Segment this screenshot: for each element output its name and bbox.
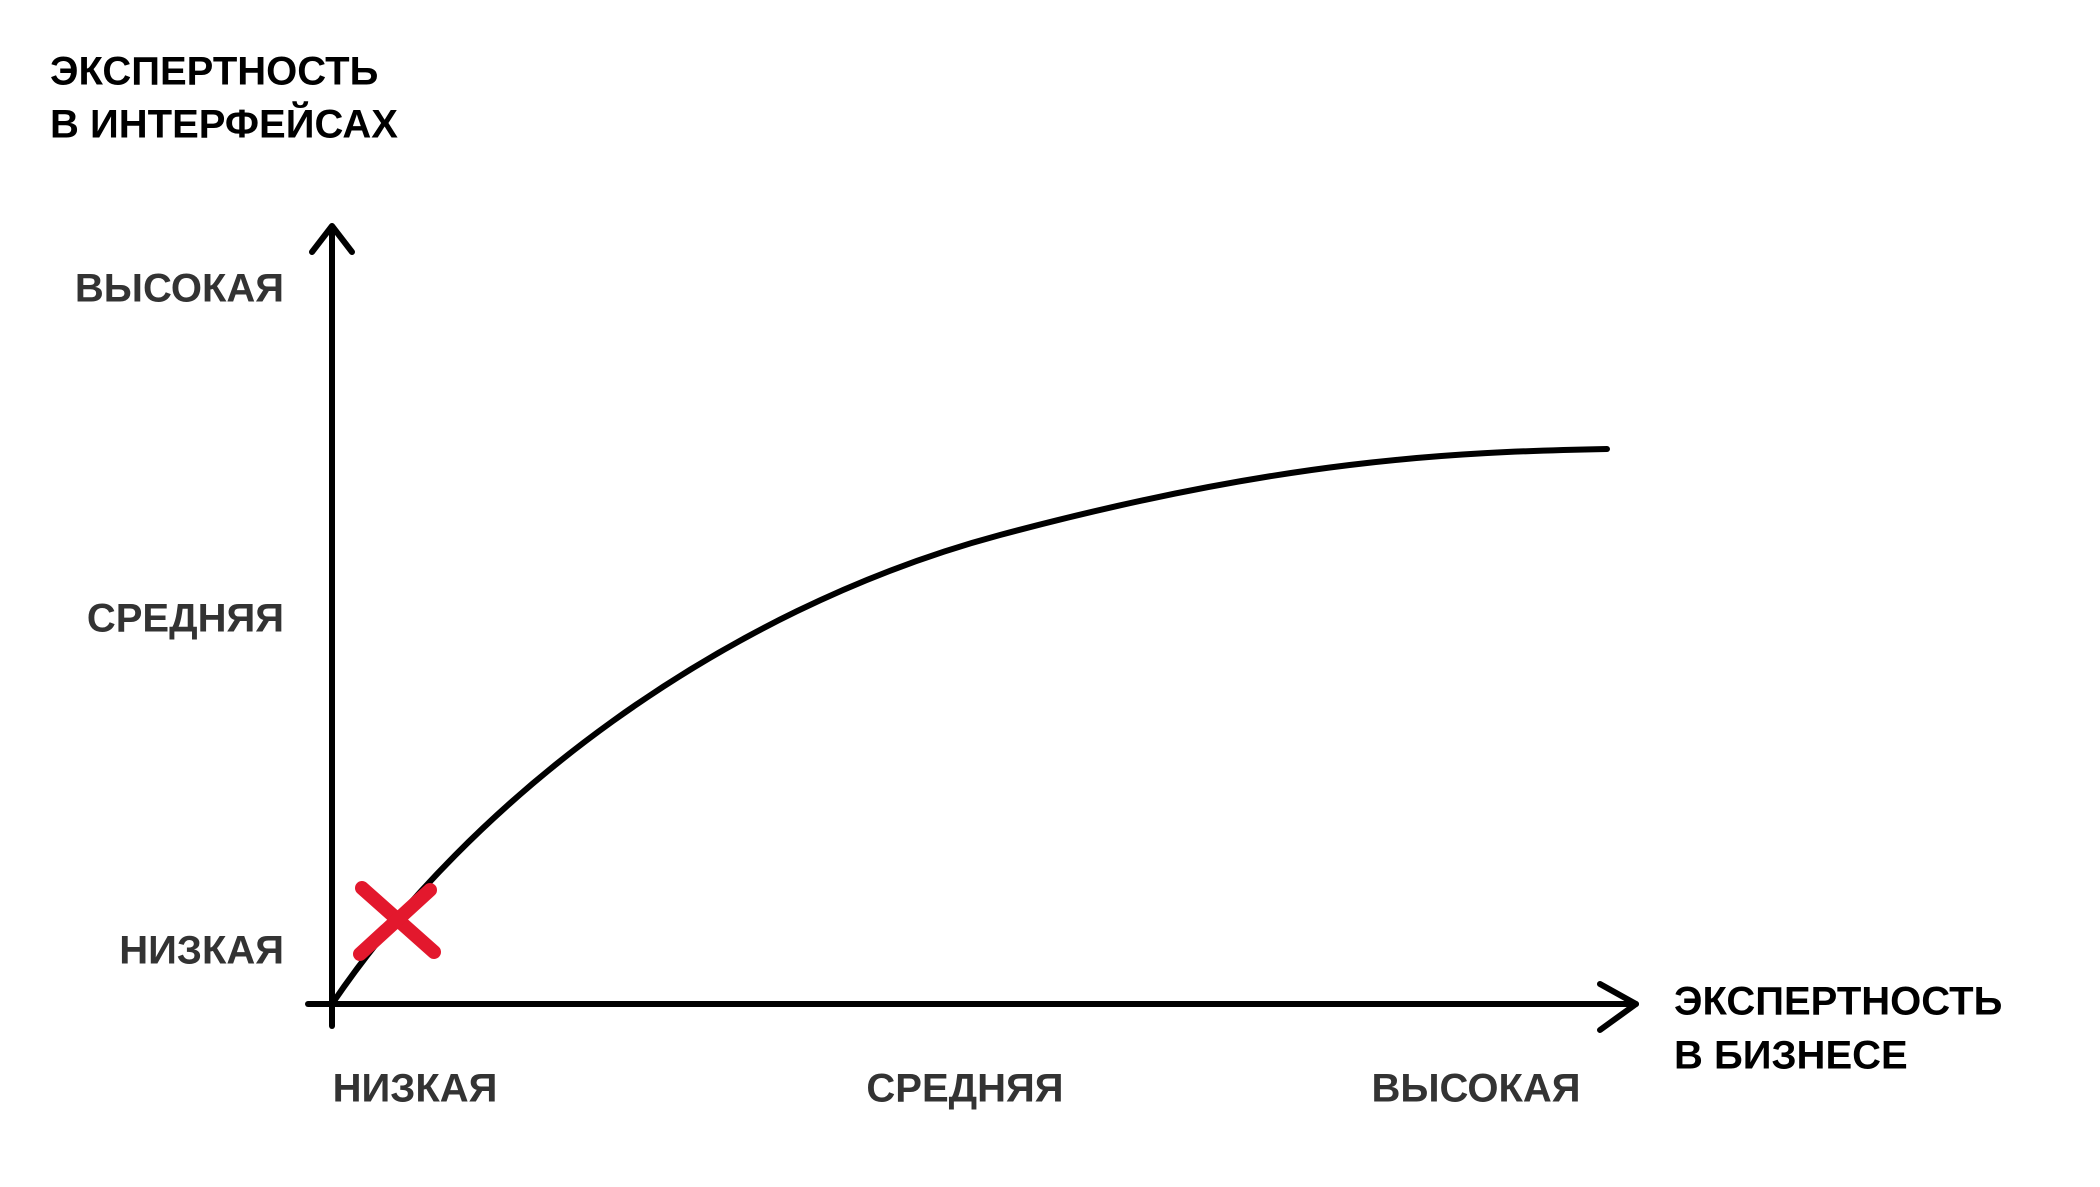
y-arrow xyxy=(309,223,355,255)
y-level: СРЕДНЯЯ xyxy=(87,597,284,641)
x-axis-title: В БИЗНЕСЕ xyxy=(1674,1034,1908,1078)
x-level: ВЫСОКАЯ xyxy=(1371,1067,1580,1111)
x-level: НИЗКАЯ xyxy=(333,1067,498,1111)
curve xyxy=(329,446,1610,1007)
y-axis-title: ЭКСПЕРТНОСТЬ xyxy=(50,50,378,94)
x-level: СРЕДНЯЯ xyxy=(866,1067,1063,1111)
axes xyxy=(305,223,1639,1033)
marker-stroke xyxy=(353,883,437,961)
marker-x xyxy=(353,881,441,961)
y-axis-title: В ИНТЕРФЕЙСАХ xyxy=(50,101,398,147)
y-level: НИЗКАЯ xyxy=(119,929,284,973)
y-level: ВЫСОКАЯ xyxy=(75,267,284,311)
x-axis-title: ЭКСПЕРТНОСТЬ xyxy=(1674,980,2002,1024)
x-arrow xyxy=(1597,981,1639,1033)
